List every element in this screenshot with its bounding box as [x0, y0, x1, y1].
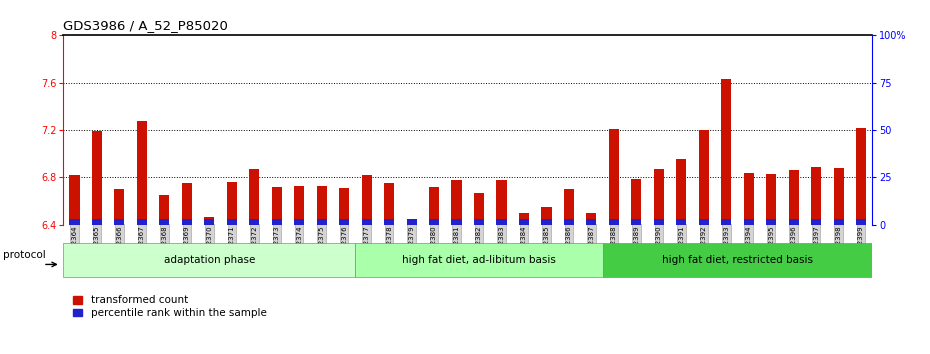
Bar [811, 167, 821, 225]
Bar [137, 121, 147, 225]
Bar [721, 219, 731, 225]
Bar [789, 219, 799, 225]
Bar [451, 219, 461, 225]
Bar [497, 180, 507, 225]
Bar [181, 219, 192, 225]
Text: GDS3986 / A_52_P85020: GDS3986 / A_52_P85020 [63, 19, 228, 32]
Bar [249, 169, 259, 225]
Bar [474, 219, 485, 225]
FancyBboxPatch shape [63, 243, 355, 277]
Bar [833, 168, 844, 225]
Bar [789, 170, 799, 225]
Bar [721, 79, 731, 225]
Bar [676, 219, 686, 225]
Bar [92, 131, 102, 225]
Bar [406, 220, 417, 225]
Bar [856, 128, 866, 225]
Bar [406, 219, 417, 225]
Bar [631, 179, 642, 225]
Bar [227, 182, 237, 225]
Bar [249, 219, 259, 225]
Bar [766, 219, 777, 225]
Bar [429, 219, 439, 225]
Bar [586, 213, 596, 225]
FancyBboxPatch shape [355, 243, 603, 277]
Bar [744, 173, 754, 225]
Bar [316, 186, 326, 225]
Bar [339, 188, 350, 225]
Bar [70, 175, 80, 225]
Bar [429, 187, 439, 225]
Bar [744, 219, 754, 225]
Bar [181, 183, 192, 225]
Bar [474, 193, 485, 225]
Bar [654, 219, 664, 225]
Bar [497, 219, 507, 225]
Bar [564, 219, 574, 225]
Bar [564, 189, 574, 225]
Bar [631, 219, 642, 225]
Bar [451, 180, 461, 225]
Bar [856, 219, 866, 225]
Bar [316, 219, 326, 225]
Bar [339, 219, 350, 225]
Bar [227, 219, 237, 225]
Bar [92, 219, 102, 225]
Bar [362, 219, 372, 225]
Text: high fat diet, restricted basis: high fat diet, restricted basis [662, 255, 813, 265]
Bar [609, 129, 619, 225]
Bar [205, 217, 215, 225]
Bar [114, 189, 125, 225]
Bar [811, 219, 821, 225]
Bar [654, 169, 664, 225]
Bar [70, 219, 80, 225]
Text: adaptation phase: adaptation phase [164, 255, 255, 265]
Bar [159, 219, 169, 225]
Bar [272, 187, 282, 225]
Bar [833, 219, 844, 225]
Bar [609, 219, 619, 225]
Bar [114, 219, 125, 225]
Bar [137, 219, 147, 225]
Legend: transformed count, percentile rank within the sample: transformed count, percentile rank withi… [73, 296, 267, 318]
Bar [676, 159, 686, 225]
Bar [541, 207, 551, 225]
Bar [541, 219, 551, 225]
Bar [698, 219, 709, 225]
Bar [384, 219, 394, 225]
Text: high fat diet, ad-libitum basis: high fat diet, ad-libitum basis [402, 255, 556, 265]
FancyBboxPatch shape [603, 243, 872, 277]
Bar [294, 219, 304, 225]
Bar [519, 213, 529, 225]
Bar [519, 219, 529, 225]
Bar [586, 219, 596, 225]
Bar [159, 195, 169, 225]
Bar [362, 175, 372, 225]
Bar [205, 219, 215, 225]
Bar [294, 186, 304, 225]
Bar [698, 130, 709, 225]
Bar [766, 174, 777, 225]
Bar [384, 183, 394, 225]
Bar [272, 219, 282, 225]
Text: protocol: protocol [3, 250, 46, 260]
